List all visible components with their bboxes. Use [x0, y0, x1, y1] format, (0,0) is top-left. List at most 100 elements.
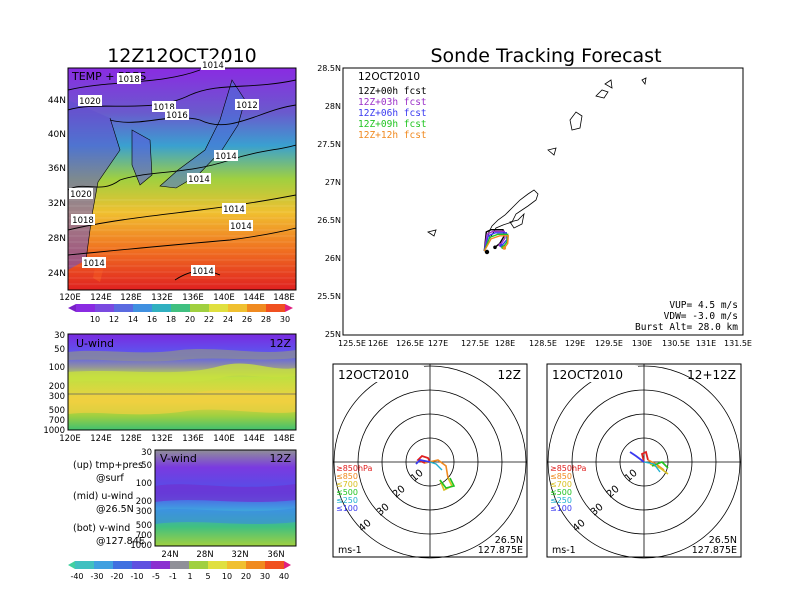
lon-tick: 131.5E	[724, 339, 752, 348]
hodograph-panel: 12OCT2010 12+12Z 10 20 30 40 ≥850hPa ≤85…	[546, 363, 742, 559]
lat-tick: 27N	[325, 178, 341, 187]
island	[604, 79, 613, 89]
lon-tick: 130E	[632, 339, 652, 348]
launch-point	[484, 249, 490, 255]
colorbar-tick: 30	[260, 572, 270, 581]
pressure-legend: ≤100	[336, 504, 358, 513]
lon-tick: 128E	[495, 339, 515, 348]
colorbar-tick: 40	[279, 572, 289, 581]
lat-tick: 28N	[48, 234, 66, 244]
colorbar-tick: 10	[222, 572, 232, 581]
lon-tick: 127E	[428, 339, 448, 348]
hodo-trace-100	[629, 451, 645, 463]
lon-tick: 126.5E	[396, 339, 424, 348]
legend-line: @26.5N	[96, 504, 134, 515]
pressure-legend: ≤500	[336, 488, 358, 497]
colorbar-tick: 26	[242, 315, 252, 324]
lat-tick: 25N	[325, 330, 341, 339]
pressure-tick: 300	[49, 392, 65, 402]
pressure-legend: ≤250	[550, 496, 572, 505]
lon-tick: 127.5E	[461, 339, 489, 348]
isobar-label: 1014	[214, 150, 238, 162]
pressure-tick: 200	[49, 382, 65, 392]
lon-tick: 125.5E	[338, 339, 366, 348]
svg-text:1014: 1014	[188, 175, 210, 185]
svg-text:1016: 1016	[166, 111, 188, 121]
lon-tick: 124E	[90, 293, 112, 303]
pressure-tick: 300	[136, 507, 152, 517]
pressure-legend: ≤850	[336, 472, 358, 481]
colorbar-tick: 24	[223, 315, 233, 324]
island	[427, 229, 437, 237]
isobar-label: 1014	[229, 220, 253, 232]
pressure-legend: ≤700	[336, 480, 358, 489]
colorbar-tick: -1	[169, 572, 177, 581]
hodo-date: 12OCT2010	[552, 368, 623, 382]
lon-tick: 140E	[213, 293, 235, 303]
hodo-trace-500	[439, 477, 456, 489]
colorbar-tick: 14	[128, 315, 138, 324]
lon-tick: 128E	[120, 293, 142, 303]
lat-tick: 24N	[48, 269, 66, 279]
track-series-line	[483, 230, 506, 252]
lon-tick: 140E	[213, 434, 235, 444]
lon-tick: 126E	[368, 339, 388, 348]
island	[595, 89, 609, 99]
isobar-label: 1014	[82, 257, 106, 269]
svg-text:1014: 1014	[230, 222, 252, 232]
hodo-date: 12OCT2010	[338, 368, 409, 382]
fcst-label: 12Z+00h fcst	[358, 86, 427, 97]
colorbar-tick: -30	[90, 572, 103, 581]
island	[547, 147, 557, 156]
isobar-label: 1016	[165, 109, 189, 121]
track-lines	[483, 228, 510, 252]
hodo-trace-mid	[424, 459, 449, 479]
hodo-lon: 127.875E	[692, 545, 737, 556]
colorbar-tick: -10	[130, 572, 143, 581]
vdw-readout: VDW= -3.0 m/s	[664, 311, 738, 322]
isobar-label: 1018	[71, 214, 95, 226]
svg-text:1014: 1014	[215, 152, 237, 162]
hodo-lat: 26.5N	[709, 535, 737, 546]
lon-tick: 130.5E	[662, 339, 690, 348]
track-frame	[342, 67, 744, 336]
svg-text:1018: 1018	[72, 216, 94, 226]
uwind-section: U-wind 12Z 30 50 100 200 300 500 700 100…	[43, 331, 297, 444]
isobar-label: 1020	[69, 188, 93, 200]
legend-line: (mid) u-wind	[73, 491, 133, 502]
svg-text:1012: 1012	[236, 101, 258, 111]
lon-tick: 131E	[696, 339, 716, 348]
isobar-label: 1012	[235, 99, 259, 111]
isobar-label: 1018	[152, 101, 176, 113]
land-japan	[160, 80, 245, 188]
hodo-trace-low	[640, 450, 649, 463]
pressure-tick: 1000	[130, 541, 152, 551]
fcst-label: 12Z+09h fcst	[358, 119, 427, 130]
legend-line: (up) tmp+pres	[73, 460, 143, 471]
lat-tick: 32N	[231, 550, 248, 560]
colorbar-tick: 20	[241, 572, 251, 581]
hodo-lon: 127.875E	[478, 545, 523, 556]
vwind-section: V-wind 12Z 30 50 100 200 300 500 700 100…	[130, 448, 297, 560]
track-end-point	[493, 245, 497, 250]
lat-tick: 36N	[267, 550, 284, 560]
colorbar-tick: 20	[185, 315, 195, 324]
colorbar-tick: 5	[205, 572, 210, 581]
hodo-time: 12+12Z	[687, 368, 736, 382]
pressure-tick: 1000	[43, 426, 65, 436]
track-date: 12OCT2010	[358, 71, 420, 83]
pressure-tick: 700	[136, 531, 152, 541]
track-panel: 12OCT2010 12Z+00h fcst 12Z+03h fcst 12Z+…	[317, 64, 752, 348]
lat-tick: 28N	[325, 102, 341, 111]
pressure-legend: ≤850	[550, 472, 572, 481]
island	[569, 111, 583, 131]
colorbar-tick: 12	[109, 315, 119, 324]
hodo-lat: 26.5N	[495, 535, 523, 546]
fcst-label: 12Z+03h fcst	[358, 97, 427, 108]
hodo-units: ms-1	[552, 545, 576, 556]
pressure-legend: ≤250	[336, 496, 358, 505]
lon-tick: 120E	[59, 434, 81, 444]
island	[509, 212, 525, 229]
hodo-time: 12Z	[498, 368, 522, 382]
